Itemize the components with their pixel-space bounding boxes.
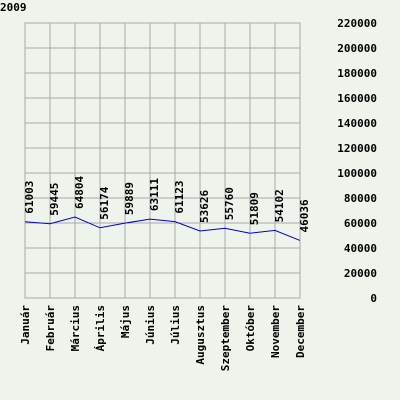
x-tick-label: Augusztus (194, 305, 207, 365)
value-label: 59445 (48, 183, 61, 216)
y-tick-label: 220000 (337, 17, 377, 30)
value-label: 63111 (148, 178, 161, 211)
value-label: 56174 (98, 186, 111, 219)
y-tick-label: 0 (370, 292, 377, 305)
y-tick-label: 80000 (344, 192, 377, 205)
x-tick-label: Március (69, 305, 82, 351)
x-tick-label: Október (244, 305, 257, 352)
x-tick-label: December (294, 305, 307, 358)
value-label: 53626 (198, 189, 211, 222)
y-tick-label: 160000 (337, 92, 377, 105)
y-tick-label: 60000 (344, 217, 377, 230)
y-tick-label: 200000 (337, 42, 377, 55)
y-tick-label: 40000 (344, 242, 377, 255)
y-tick-label: 120000 (337, 142, 377, 155)
value-label: 46036 (298, 199, 311, 232)
value-label: 64804 (73, 176, 86, 209)
x-tick-label: November (269, 305, 282, 358)
x-tick-label: Június (144, 305, 157, 345)
value-label: 55760 (223, 187, 236, 220)
x-tick-label: Szeptember (219, 305, 232, 372)
value-label: 61003 (23, 181, 36, 214)
x-tick-label: Május (119, 305, 132, 338)
y-tick-label: 20000 (344, 267, 377, 280)
x-tick-label: Július (169, 305, 182, 345)
value-label: 54102 (273, 189, 286, 222)
y-tick-label: 140000 (337, 117, 377, 130)
x-tick-label: Február (44, 305, 57, 352)
y-tick-label: 100000 (337, 167, 377, 180)
value-label: 51809 (248, 192, 261, 225)
y-tick-label: 180000 (337, 67, 377, 80)
line (24, 216, 301, 241)
x-tick-label: Április (94, 305, 107, 351)
x-tick-label: Január (19, 305, 32, 345)
value-label: 59889 (123, 182, 136, 215)
value-label: 61123 (173, 180, 186, 213)
chart-title: 2009 (0, 1, 27, 14)
